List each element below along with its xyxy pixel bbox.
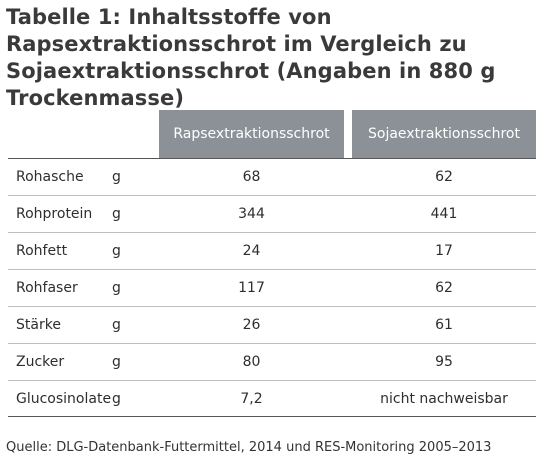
row-value-raps: 7,2: [159, 380, 344, 417]
row-unit: g: [104, 232, 159, 269]
header-sojaextraktionsschrot: Sojaextraktionsschrot: [352, 110, 536, 158]
row-label: Glucosinolate: [8, 380, 111, 417]
row-value-soja: 17: [352, 232, 536, 269]
row-gap: [344, 343, 352, 380]
row-gap: [344, 195, 352, 232]
row-value-raps: 68: [159, 158, 344, 195]
row-value-raps: 26: [159, 306, 344, 343]
row-value-raps: 80: [159, 343, 344, 380]
row-unit: g: [104, 380, 159, 417]
table-row: Zucker g 80 95: [8, 343, 536, 380]
table-header-row: Rapsextraktionsschrot Sojaextraktionssch…: [8, 110, 536, 158]
row-value-raps: 344: [159, 195, 344, 232]
row-label: Zucker: [8, 343, 104, 380]
table-row: Rohasche g 68 62: [8, 158, 536, 195]
source-note: Quelle: DLG-Datenbank-Futtermittel, 2014…: [6, 440, 492, 455]
row-unit: g: [104, 343, 159, 380]
row-unit: g: [104, 195, 159, 232]
row-gap: [344, 232, 352, 269]
row-value-soja: 61: [352, 306, 536, 343]
row-value-soja: 95: [352, 343, 536, 380]
row-gap: [344, 269, 352, 306]
row-value-soja: nicht nachweisbar: [352, 380, 536, 417]
header-gap: [344, 110, 352, 158]
row-label: Rohasche: [8, 158, 104, 195]
row-gap: [344, 158, 352, 195]
row-value-raps: 24: [159, 232, 344, 269]
row-unit: g: [104, 306, 159, 343]
header-blank-label: [8, 110, 104, 158]
row-unit: g: [104, 158, 159, 195]
row-label: Rohfett: [8, 232, 104, 269]
row-value-raps: 117: [159, 269, 344, 306]
table-row: Stärke g 26 61: [8, 306, 536, 343]
table-row: Rohprotein g 344 441: [8, 195, 536, 232]
header-blank-unit: [104, 110, 159, 158]
table-row: Rohfaser g 117 62: [8, 269, 536, 306]
row-value-soja: 62: [352, 269, 536, 306]
comparison-table-container: Rapsextraktionsschrot Sojaextraktionssch…: [8, 110, 536, 417]
row-value-soja: 441: [352, 195, 536, 232]
table-title: Tabelle 1: Inhaltsstoffe von Rapsextrakt…: [6, 5, 496, 110]
row-value-soja: 62: [352, 158, 536, 195]
header-rapsextraktionsschrot: Rapsextraktionsschrot: [159, 110, 344, 158]
row-gap: [344, 306, 352, 343]
row-unit: g: [104, 269, 159, 306]
row-gap: [344, 380, 352, 417]
table-row: Glucosinolate g 7,2 nicht nachweisbar: [8, 380, 536, 417]
row-label: Rohfaser: [8, 269, 104, 306]
row-label: Stärke: [8, 306, 104, 343]
row-label: Rohprotein: [8, 195, 104, 232]
table-row: Rohfett g 24 17: [8, 232, 536, 269]
comparison-table: Rapsextraktionsschrot Sojaextraktionssch…: [8, 110, 536, 417]
